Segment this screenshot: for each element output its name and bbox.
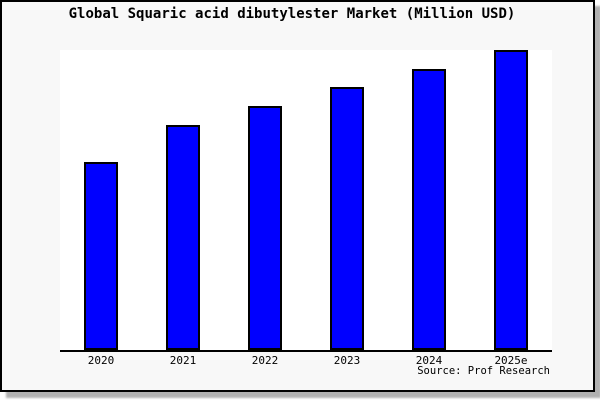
x-axis-labels: 2020 2021 2022 2023 2024 2025e: [60, 355, 552, 369]
x-tick-label: 2020: [87, 354, 115, 367]
source-credit: Source: Prof Research: [417, 365, 550, 377]
x-tick-label: 2025e: [494, 354, 528, 367]
bar-2023: [330, 87, 364, 350]
bar-2022: [248, 106, 282, 350]
bar-2025e: [494, 50, 528, 350]
chart-title: Global Squaric acid dibutylester Market …: [68, 6, 516, 22]
x-tick-label: 2023: [333, 354, 361, 367]
bar-2021: [166, 125, 200, 350]
plot-area: [60, 50, 552, 352]
x-tick-label: 2024: [415, 354, 443, 367]
x-tick-label: 2022: [251, 354, 279, 367]
x-tick-label: 2021: [169, 354, 197, 367]
bar-2020: [84, 162, 118, 350]
bar-2024: [412, 69, 446, 350]
